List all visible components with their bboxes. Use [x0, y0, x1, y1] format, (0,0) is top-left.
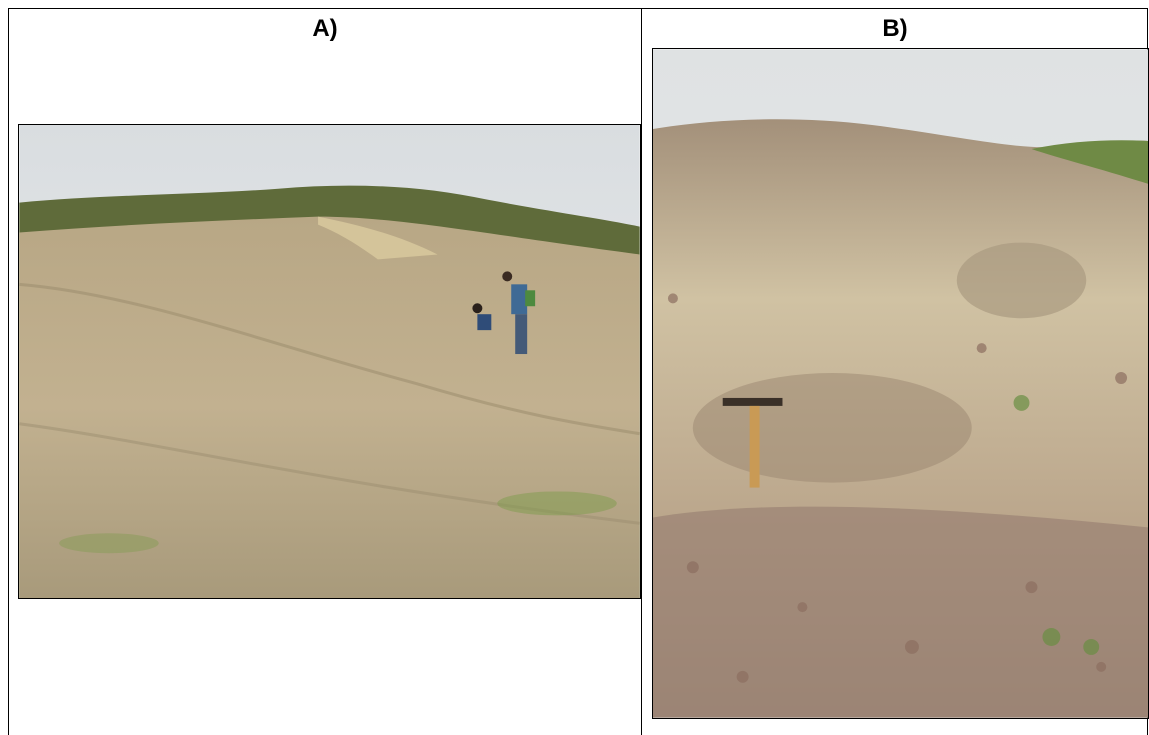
panel-label: B): [642, 15, 1148, 43]
photo-outcrop: [652, 48, 1149, 719]
page: A) B): [0, 0, 1149, 735]
photo-slope: [18, 124, 641, 599]
panel-label: A): [9, 15, 641, 43]
column-divider: [641, 8, 642, 735]
